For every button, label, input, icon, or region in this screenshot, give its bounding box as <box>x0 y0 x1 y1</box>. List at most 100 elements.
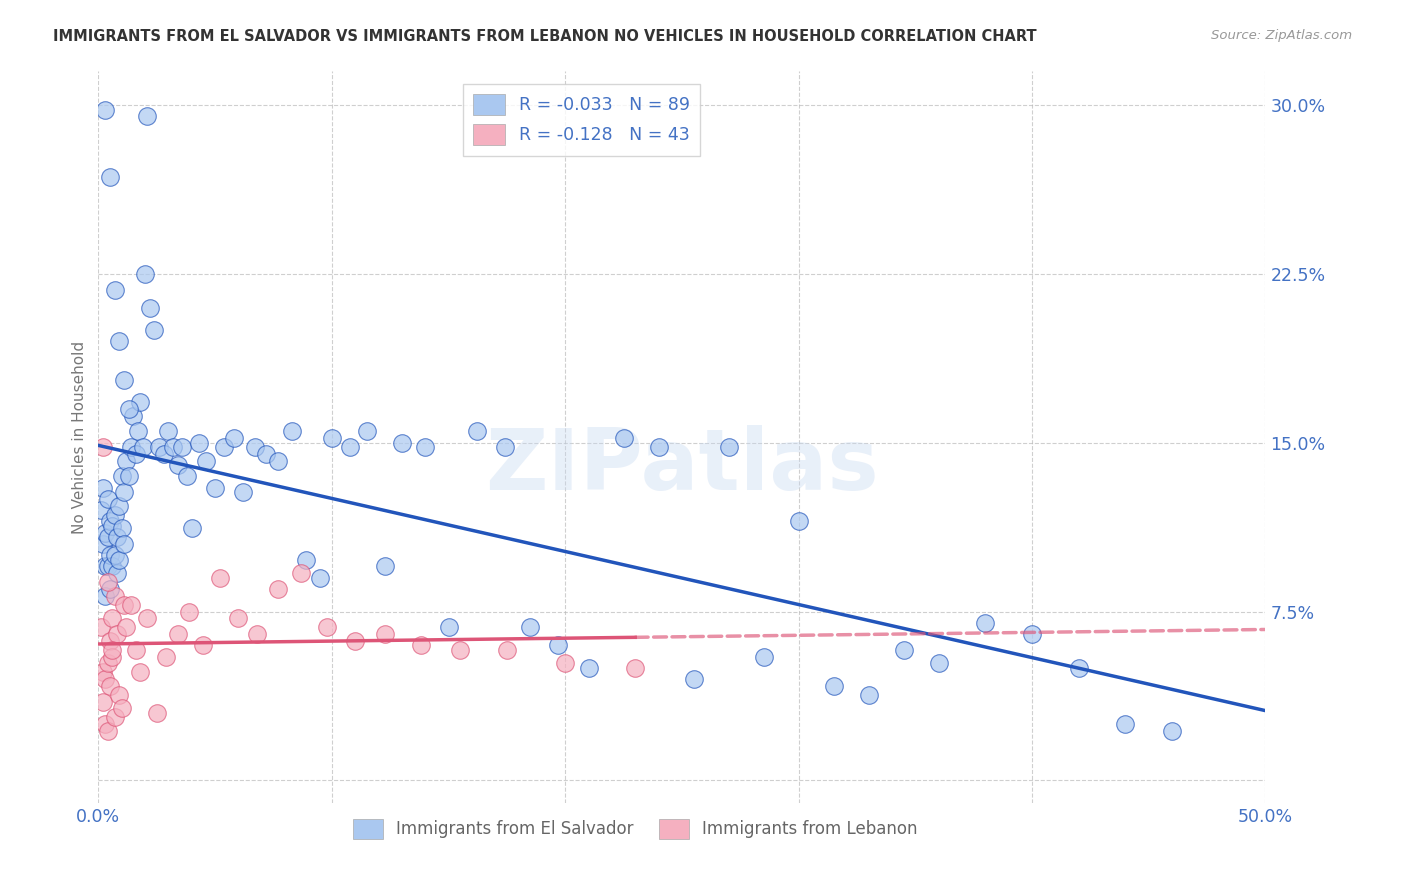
Point <box>465 425 488 439</box>
Point <box>118 401 141 416</box>
Point <box>437 620 460 634</box>
Point <box>111 701 134 715</box>
Point <box>115 453 138 467</box>
Point <box>204 481 226 495</box>
Point <box>1161 723 1184 738</box>
Point <box>246 627 269 641</box>
Point <box>136 611 159 625</box>
Point <box>91 537 114 551</box>
Point <box>97 575 120 590</box>
Point <box>98 582 121 596</box>
Point <box>104 589 127 603</box>
Legend: Immigrants from El Salvador, Immigrants from Lebanon: Immigrants from El Salvador, Immigrants … <box>346 812 924 846</box>
Point <box>91 665 114 680</box>
Point <box>647 440 669 454</box>
Point <box>155 649 177 664</box>
Point <box>194 453 217 467</box>
Point <box>823 679 845 693</box>
Point <box>180 521 202 535</box>
Point <box>120 440 142 454</box>
Point <box>267 453 290 467</box>
Point <box>132 440 155 454</box>
Point <box>1067 661 1090 675</box>
Point <box>112 373 135 387</box>
Point <box>339 440 361 454</box>
Point <box>111 469 134 483</box>
Point <box>94 672 117 686</box>
Point <box>104 283 127 297</box>
Point <box>356 425 378 439</box>
Point <box>148 440 170 454</box>
Point <box>176 469 198 483</box>
Point <box>105 530 128 544</box>
Point <box>166 627 188 641</box>
Point <box>172 440 194 454</box>
Point <box>134 267 156 281</box>
Point <box>127 425 149 439</box>
Point <box>94 103 117 117</box>
Point <box>554 657 576 671</box>
Point <box>136 109 159 123</box>
Point <box>222 431 245 445</box>
Point <box>101 611 124 625</box>
Point <box>321 431 343 445</box>
Point <box>157 425 180 439</box>
Point <box>94 559 117 574</box>
Point <box>105 627 128 641</box>
Text: ZIPatlas: ZIPatlas <box>485 425 879 508</box>
Point <box>139 301 162 315</box>
Point <box>90 503 112 517</box>
Point <box>97 559 120 574</box>
Point <box>108 499 131 513</box>
Point <box>104 710 127 724</box>
Point <box>94 525 117 540</box>
Point <box>494 440 516 454</box>
Point <box>98 548 121 562</box>
Point <box>125 642 148 657</box>
Point <box>613 431 636 445</box>
Point <box>974 615 997 630</box>
Point <box>101 642 124 657</box>
Point <box>97 723 120 738</box>
Point <box>97 657 120 671</box>
Point <box>928 657 950 671</box>
Point <box>104 508 127 522</box>
Point <box>519 620 541 634</box>
Point <box>129 665 152 680</box>
Point <box>120 598 142 612</box>
Text: IMMIGRANTS FROM EL SALVADOR VS IMMIGRANTS FROM LEBANON NO VEHICLES IN HOUSEHOLD : IMMIGRANTS FROM EL SALVADOR VS IMMIGRANT… <box>53 29 1038 44</box>
Point <box>143 323 166 337</box>
Point <box>91 440 114 454</box>
Point <box>91 481 114 495</box>
Point <box>316 620 339 634</box>
Point <box>374 559 396 574</box>
Point <box>1114 717 1136 731</box>
Point <box>97 530 120 544</box>
Point <box>179 605 201 619</box>
Point <box>1021 627 1043 641</box>
Text: Source: ZipAtlas.com: Source: ZipAtlas.com <box>1212 29 1353 42</box>
Point <box>129 395 152 409</box>
Point <box>105 566 128 581</box>
Point <box>193 638 215 652</box>
Point <box>94 717 117 731</box>
Point <box>104 548 127 562</box>
Point <box>146 706 169 720</box>
Point <box>108 688 131 702</box>
Point <box>115 620 138 634</box>
Point <box>717 440 740 454</box>
Point <box>98 679 121 693</box>
Point <box>98 515 121 529</box>
Point <box>309 571 332 585</box>
Point <box>187 435 209 450</box>
Point <box>232 485 254 500</box>
Point <box>91 694 114 708</box>
Point <box>391 435 413 450</box>
Point <box>290 566 312 581</box>
Point <box>374 627 396 641</box>
Point <box>108 553 131 567</box>
Point <box>112 485 135 500</box>
Point <box>256 447 278 461</box>
Point <box>98 633 121 648</box>
Point <box>101 519 124 533</box>
